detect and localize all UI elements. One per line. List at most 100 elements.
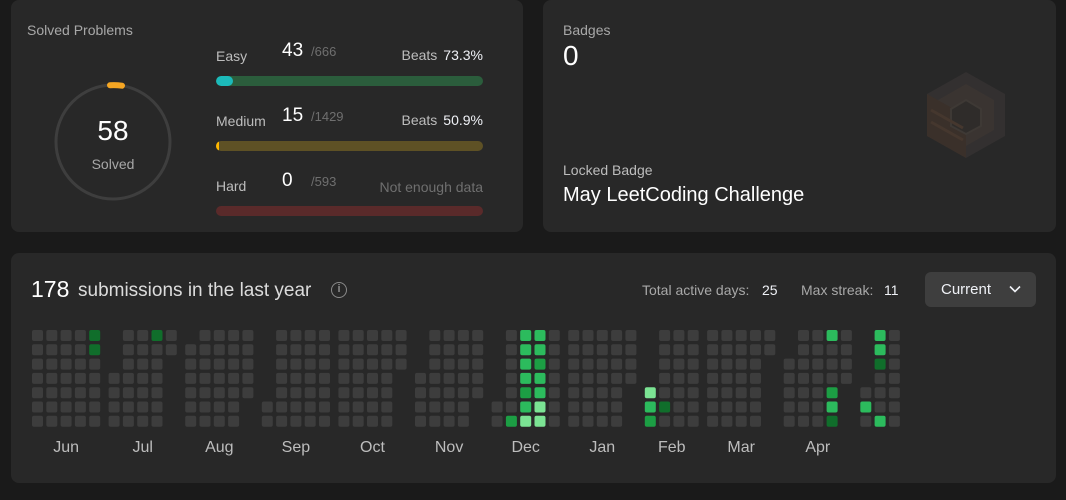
- heatmap-day-cell[interactable]: [735, 372, 747, 384]
- heatmap-day-cell[interactable]: [415, 372, 426, 384]
- heatmap-day-cell[interactable]: [826, 387, 838, 399]
- heatmap-day-cell[interactable]: [213, 415, 225, 427]
- heatmap-day-cell[interactable]: [721, 358, 733, 370]
- heatmap-day-cell[interactable]: [242, 358, 254, 370]
- heatmap-day-cell[interactable]: [611, 344, 623, 356]
- heatmap-day-cell[interactable]: [457, 415, 469, 427]
- heatmap-day-cell[interactable]: [611, 387, 623, 399]
- heatmap-day-cell[interactable]: [381, 330, 393, 341]
- heatmap-day-cell[interactable]: [687, 401, 699, 413]
- heatmap-day-cell[interactable]: [750, 415, 761, 427]
- heatmap-day-cell[interactable]: [443, 330, 455, 341]
- heatmap-day-cell[interactable]: [261, 415, 273, 427]
- heatmap-day-cell[interactable]: [367, 387, 378, 399]
- heatmap-day-cell[interactable]: [319, 415, 330, 427]
- heatmap-day-cell[interactable]: [548, 387, 560, 399]
- heatmap-day-cell[interactable]: [596, 330, 608, 341]
- heatmap-day-cell[interactable]: [60, 344, 72, 356]
- heatmap-day-cell[interactable]: [687, 330, 699, 341]
- locked-badge-name[interactable]: May LeetCoding Challenge: [563, 184, 805, 206]
- heatmap-day-cell[interactable]: [520, 372, 532, 384]
- heatmap-day-cell[interactable]: [199, 415, 211, 427]
- heatmap-day-cell[interactable]: [735, 358, 747, 370]
- heatmap-day-cell[interactable]: [89, 372, 101, 384]
- heatmap-day-cell[interactable]: [352, 344, 364, 356]
- heatmap-day-cell[interactable]: [826, 344, 838, 356]
- heatmap-day-cell[interactable]: [534, 372, 546, 384]
- heatmap-day-cell[interactable]: [520, 358, 532, 370]
- difficulty-hard[interactable]: Hard 0 /593 Not enough data: [216, 168, 483, 216]
- heatmap-day-cell[interactable]: [199, 372, 211, 384]
- heatmap-day-cell[interactable]: [472, 330, 484, 341]
- heatmap-day-cell[interactable]: [242, 372, 254, 384]
- heatmap-day-cell[interactable]: [659, 330, 671, 341]
- heatmap-day-cell[interactable]: [443, 372, 455, 384]
- heatmap-day-cell[interactable]: [520, 387, 532, 399]
- heatmap-day-cell[interactable]: [228, 344, 240, 356]
- heatmap-day-cell[interactable]: [137, 372, 149, 384]
- heatmap-day-cell[interactable]: [165, 344, 177, 356]
- heatmap-day-cell[interactable]: [46, 330, 58, 341]
- heatmap-day-cell[interactable]: [840, 358, 852, 370]
- heatmap-day-cell[interactable]: [721, 344, 733, 356]
- heatmap-day-cell[interactable]: [122, 358, 134, 370]
- heatmap-day-cell[interactable]: [750, 387, 761, 399]
- heatmap-day-cell[interactable]: [707, 415, 719, 427]
- heatmap-day-cell[interactable]: [750, 401, 761, 413]
- heatmap-day-cell[interactable]: [582, 344, 594, 356]
- heatmap-day-cell[interactable]: [415, 401, 426, 413]
- heatmap-day-cell[interactable]: [888, 344, 900, 356]
- heatmap-day-cell[interactable]: [611, 415, 623, 427]
- heatmap-day-cell[interactable]: [826, 415, 838, 427]
- heatmap-day-cell[interactable]: [874, 372, 886, 384]
- heatmap-day-cell[interactable]: [659, 372, 671, 384]
- heatmap-day-cell[interactable]: [74, 372, 86, 384]
- heatmap-day-cell[interactable]: [74, 344, 86, 356]
- heatmap-day-cell[interactable]: [721, 387, 733, 399]
- heatmap-day-cell[interactable]: [721, 330, 733, 341]
- heatmap-day-cell[interactable]: [611, 401, 623, 413]
- heatmap-day-cell[interactable]: [721, 415, 733, 427]
- heatmap-day-cell[interactable]: [60, 401, 72, 413]
- heatmap-day-cell[interactable]: [228, 358, 240, 370]
- heatmap-day-cell[interactable]: [199, 330, 211, 341]
- heatmap-day-cell[interactable]: [812, 415, 824, 427]
- heatmap-day-cell[interactable]: [151, 372, 163, 384]
- heatmap-day-cell[interactable]: [673, 358, 685, 370]
- heatmap-day-cell[interactable]: [625, 344, 637, 356]
- heatmap-day-cell[interactable]: [687, 372, 699, 384]
- heatmap-day-cell[interactable]: [783, 372, 795, 384]
- heatmap-day-cell[interactable]: [352, 415, 364, 427]
- heatmap-day-cell[interactable]: [611, 330, 623, 341]
- heatmap-day-cell[interactable]: [472, 372, 484, 384]
- heatmap-day-cell[interactable]: [443, 387, 455, 399]
- heatmap-day-cell[interactable]: [304, 344, 316, 356]
- heatmap-day-cell[interactable]: [783, 358, 795, 370]
- heatmap-day-cell[interactable]: [888, 387, 900, 399]
- heatmap-day-cell[interactable]: [750, 344, 761, 356]
- heatmap-day-cell[interactable]: [242, 344, 254, 356]
- heatmap-day-cell[interactable]: [185, 358, 197, 370]
- heatmap-day-cell[interactable]: [352, 372, 364, 384]
- heatmap-day-cell[interactable]: [276, 372, 288, 384]
- heatmap-day-cell[interactable]: [659, 387, 671, 399]
- heatmap-day-cell[interactable]: [319, 344, 330, 356]
- heatmap-day-cell[interactable]: [840, 330, 852, 341]
- heatmap-day-cell[interactable]: [381, 358, 393, 370]
- heatmap-day-cell[interactable]: [137, 344, 149, 356]
- heatmap-day-cell[interactable]: [505, 330, 517, 341]
- heatmap-day-cell[interactable]: [338, 330, 350, 341]
- heatmap-day-cell[interactable]: [304, 387, 316, 399]
- heatmap-day-cell[interactable]: [443, 415, 455, 427]
- heatmap-day-cell[interactable]: [290, 415, 302, 427]
- heatmap-day-cell[interactable]: [625, 372, 637, 384]
- heatmap-day-cell[interactable]: [659, 415, 671, 427]
- heatmap-day-cell[interactable]: [185, 401, 197, 413]
- heatmap-day-cell[interactable]: [367, 415, 378, 427]
- heatmap-day-cell[interactable]: [276, 358, 288, 370]
- heatmap-day-cell[interactable]: [596, 372, 608, 384]
- heatmap-day-cell[interactable]: [644, 415, 656, 427]
- heatmap-day-cell[interactable]: [199, 358, 211, 370]
- heatmap-day-cell[interactable]: [783, 415, 795, 427]
- heatmap-day-cell[interactable]: [185, 344, 197, 356]
